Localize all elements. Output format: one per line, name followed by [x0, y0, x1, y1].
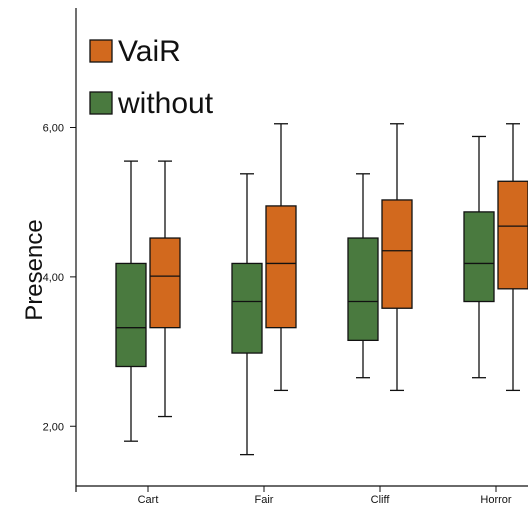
y-tick-label: 6,00 [43, 123, 64, 135]
legend-swatch [89, 39, 113, 63]
legend-item-without: without [89, 87, 214, 120]
box-iqr [497, 180, 528, 290]
box-vair-cliff [381, 123, 413, 392]
box-iqr [347, 237, 379, 342]
axes [75, 8, 528, 492]
box-without-cart [115, 160, 147, 442]
box-iqr [231, 262, 263, 354]
box-without-cliff [347, 173, 379, 379]
x-tick-label-horror: Horror [480, 494, 512, 506]
legend-item-vair: VaiR [89, 35, 181, 68]
legend-swatch [89, 91, 113, 115]
box-vair-horror [497, 123, 528, 392]
x-tick-label-cart: Cart [138, 494, 159, 506]
boxes [115, 123, 528, 456]
box-vair-cart [149, 160, 181, 418]
y-axis-label: Presence [21, 219, 48, 320]
box-without-horror [463, 135, 495, 379]
x-tick-label-cliff: Cliff [371, 494, 391, 506]
box-vair-fair [265, 123, 297, 392]
legend-label: VaiR [118, 35, 181, 68]
x-tick-label-fair: Fair [255, 494, 274, 506]
legend-label: without [117, 87, 214, 120]
box-iqr [115, 262, 147, 368]
y-tick-label: 2,00 [43, 421, 64, 433]
legend: VaiR without [89, 35, 214, 120]
box-without-fair [231, 173, 263, 456]
box-iqr [463, 211, 495, 303]
y-tick-label: 4,00 [43, 272, 64, 284]
box-iqr [265, 205, 297, 329]
box-iqr [381, 199, 413, 309]
x-ticks: Cart Fair Cliff Horror [138, 486, 512, 506]
y-ticks: 2,00 4,00 6,00 [43, 123, 76, 433]
box-iqr [149, 237, 181, 329]
